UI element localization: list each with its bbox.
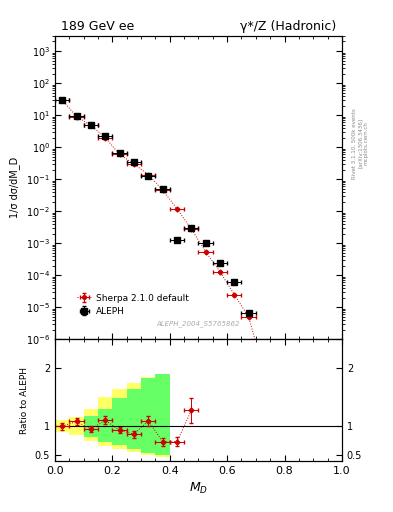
- Text: ALEPH_2004_S5765862: ALEPH_2004_S5765862: [157, 321, 240, 327]
- Text: γ*/Z (Hadronic): γ*/Z (Hadronic): [240, 20, 336, 33]
- Legend: Sherpa 2.1.0 default, ALEPH: Sherpa 2.1.0 default, ALEPH: [74, 290, 192, 319]
- Text: [arXiv:1306.3436]: [arXiv:1306.3436]: [358, 118, 363, 168]
- Text: mcplots.cern.ch: mcplots.cern.ch: [364, 121, 369, 165]
- Y-axis label: 1/σ dσ/dM_D: 1/σ dσ/dM_D: [9, 157, 20, 218]
- Y-axis label: Ratio to ALEPH: Ratio to ALEPH: [20, 367, 29, 434]
- X-axis label: $M_D$: $M_D$: [189, 481, 208, 496]
- Text: Rivet 3.1.10, 500k events: Rivet 3.1.10, 500k events: [352, 108, 357, 179]
- Text: 189 GeV ee: 189 GeV ee: [61, 20, 134, 33]
